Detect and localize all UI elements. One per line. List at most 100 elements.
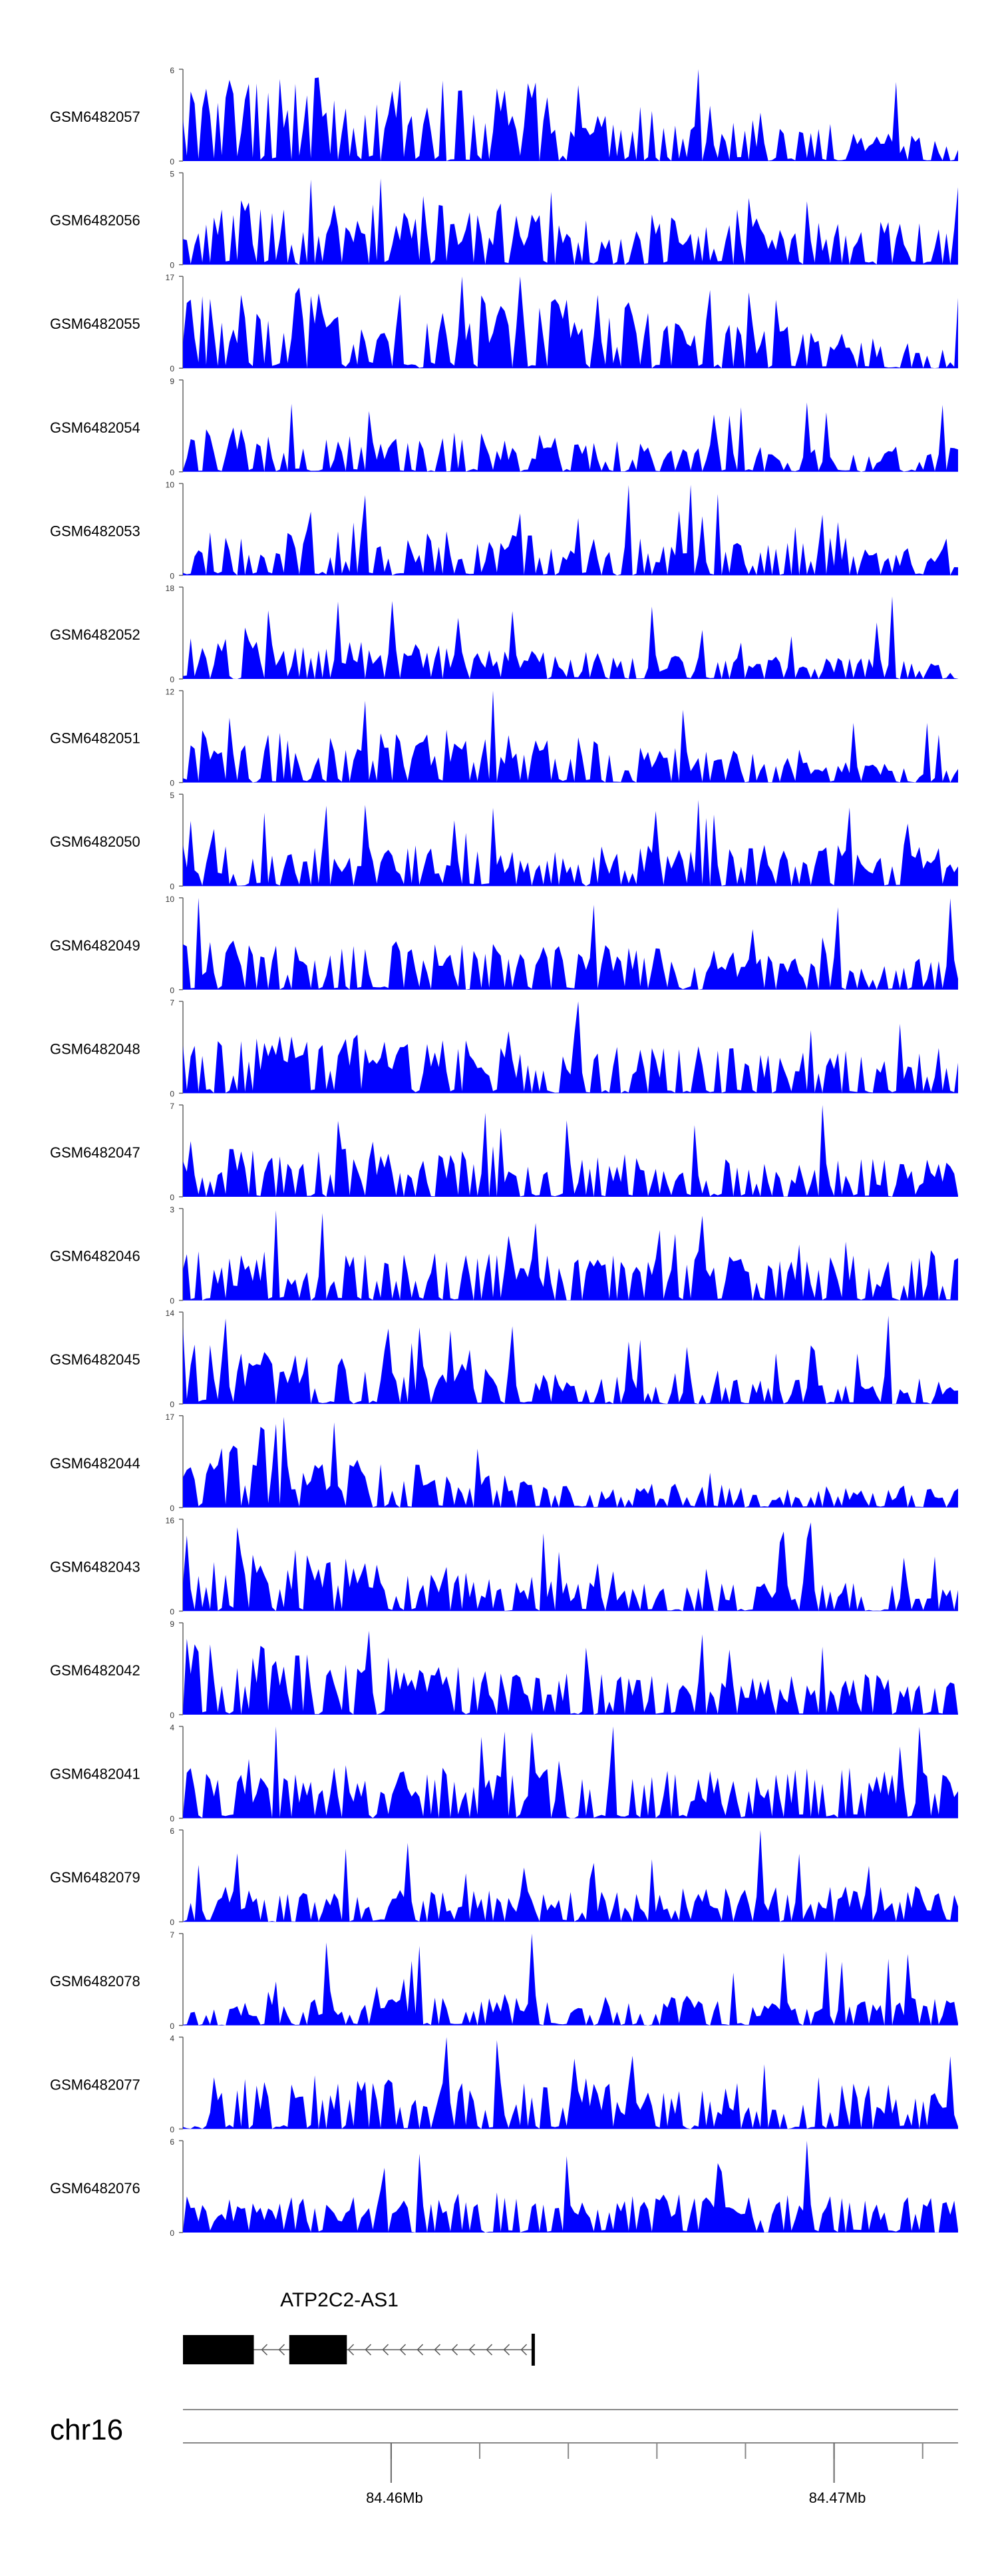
y-max-label: 3: [170, 1205, 174, 1215]
track-label: GSM6482046: [50, 1248, 140, 1265]
strand-arrow: [451, 2344, 458, 2356]
y-min-label: 0: [170, 1193, 174, 1202]
chromosome-label: chr16: [50, 2414, 123, 2446]
strand-arrow: [365, 2344, 372, 2356]
track-GSM6482050: GSM6482050 5 0: [50, 791, 958, 891]
track-label: GSM6482043: [50, 1558, 140, 1575]
y-min-label: 0: [170, 1815, 174, 1824]
strand-arrow: [347, 2344, 355, 2356]
coverage-area: [183, 485, 958, 576]
y-max-label: 6: [170, 2137, 174, 2147]
track-label: GSM6482047: [50, 1144, 140, 1161]
strand-arrow: [382, 2344, 389, 2356]
track-GSM6482044: GSM6482044 17 0: [50, 1412, 958, 1513]
strand-arrow: [416, 2344, 424, 2356]
y-min-label: 0: [170, 2125, 174, 2134]
track-GSM6482049: GSM6482049 10 0: [50, 895, 958, 995]
y-min-label: 0: [170, 1400, 174, 1409]
axis-tick-label: 84.47Mb: [809, 2489, 866, 2506]
y-min-label: 0: [170, 1607, 174, 1616]
strand-arrow: [261, 2344, 268, 2356]
track-label: GSM6482076: [50, 2180, 140, 2197]
track-GSM6482041: GSM6482041 4 0: [50, 1723, 958, 1824]
gene-exon: [289, 2335, 347, 2364]
track-GSM6482076: GSM6482076 6 0: [50, 2137, 958, 2238]
y-min-label: 0: [170, 1089, 174, 1098]
y-min-label: 0: [170, 1504, 174, 1513]
y-min-label: 0: [170, 571, 174, 580]
y-max-label: 6: [170, 1826, 174, 1836]
strand-arrow: [520, 2344, 528, 2356]
y-min-label: 0: [170, 1711, 174, 1720]
y-max-label: 9: [170, 1619, 174, 1629]
y-min-label: 0: [170, 157, 174, 166]
coverage-area: [183, 1933, 958, 2026]
y-max-label: 5: [170, 170, 174, 179]
coverage-area: [183, 799, 958, 887]
coverage-area: [183, 1726, 958, 1819]
track-GSM6482057: GSM6482057 6 0: [50, 66, 958, 166]
coverage-area: [183, 402, 958, 472]
gene-annotation-track: ATP2C2-AS1: [183, 2289, 535, 2366]
y-max-label: 14: [166, 1309, 175, 1318]
y-min-label: 0: [170, 1297, 174, 1306]
y-max-label: 18: [166, 584, 175, 593]
track-label: GSM6482054: [50, 419, 140, 436]
y-max-label: 16: [166, 1516, 175, 1525]
track-GSM6482052: GSM6482052 18 0: [50, 584, 958, 684]
track-label: GSM6482041: [50, 1766, 140, 1783]
y-min-label: 0: [170, 986, 174, 995]
track-GSM6482079: GSM6482079 6 0: [50, 1826, 958, 1927]
coverage-area: [183, 69, 958, 161]
coverage-area: [183, 1631, 958, 1715]
y-max-label: 7: [170, 1930, 174, 1940]
y-min-label: 0: [170, 1918, 174, 1927]
y-min-label: 0: [170, 364, 174, 373]
coverage-area: [183, 690, 958, 783]
y-min-label: 0: [170, 2229, 174, 2238]
y-max-label: 5: [170, 791, 174, 800]
track-GSM6482048: GSM6482048 7 0: [50, 998, 958, 1098]
strand-arrow: [468, 2344, 476, 2356]
track-GSM6482046: GSM6482046 3 0: [50, 1205, 958, 1306]
y-max-label: 7: [170, 998, 174, 1007]
y-min-label: 0: [170, 779, 174, 788]
track-GSM6482054: GSM6482054 9 0: [50, 377, 958, 477]
coverage-area: [183, 178, 958, 265]
track-label: GSM6482055: [50, 316, 140, 332]
track-GSM6482055: GSM6482055 17 0: [50, 273, 958, 373]
track-label: GSM6482045: [50, 1351, 140, 1368]
track-label: GSM6482078: [50, 1973, 140, 1990]
coverage-area: [183, 1830, 958, 1922]
y-max-label: 6: [170, 66, 174, 75]
coverage-area: [183, 1001, 958, 1094]
coverage-area: [183, 1105, 958, 1197]
track-GSM6482053: GSM6482053 10 0: [50, 480, 958, 580]
y-max-label: 17: [166, 1412, 175, 1422]
track-label: GSM6482044: [50, 1455, 140, 1472]
coverage-area: [183, 897, 958, 990]
track-label: GSM6482051: [50, 730, 140, 747]
track-label: GSM6482048: [50, 1040, 140, 1057]
y-min-label: 0: [170, 261, 174, 270]
coverage-area: [183, 1416, 958, 1508]
strand-arrow: [486, 2344, 493, 2356]
coverage-area: [183, 2037, 958, 2129]
track-GSM6482077: GSM6482077 4 0: [50, 2034, 958, 2134]
track-label: GSM6482049: [50, 937, 140, 954]
strand-arrow: [278, 2344, 285, 2356]
y-max-label: 10: [166, 480, 175, 489]
track-GSM6482047: GSM6482047 7 0: [50, 1102, 958, 1202]
y-max-label: 7: [170, 1102, 174, 1111]
track-GSM6482042: GSM6482042 9 0: [50, 1619, 958, 1720]
track-GSM6482051: GSM6482051 12 0: [50, 688, 958, 788]
coverage-area: [183, 1522, 958, 1611]
track-label: GSM6482057: [50, 108, 140, 125]
axis-tick-label: 84.46Mb: [366, 2489, 423, 2506]
y-max-label: 17: [166, 273, 175, 282]
y-min-label: 0: [170, 675, 174, 684]
y-max-label: 10: [166, 895, 175, 904]
y-max-label: 12: [166, 688, 175, 697]
coverage-area: [183, 276, 958, 369]
